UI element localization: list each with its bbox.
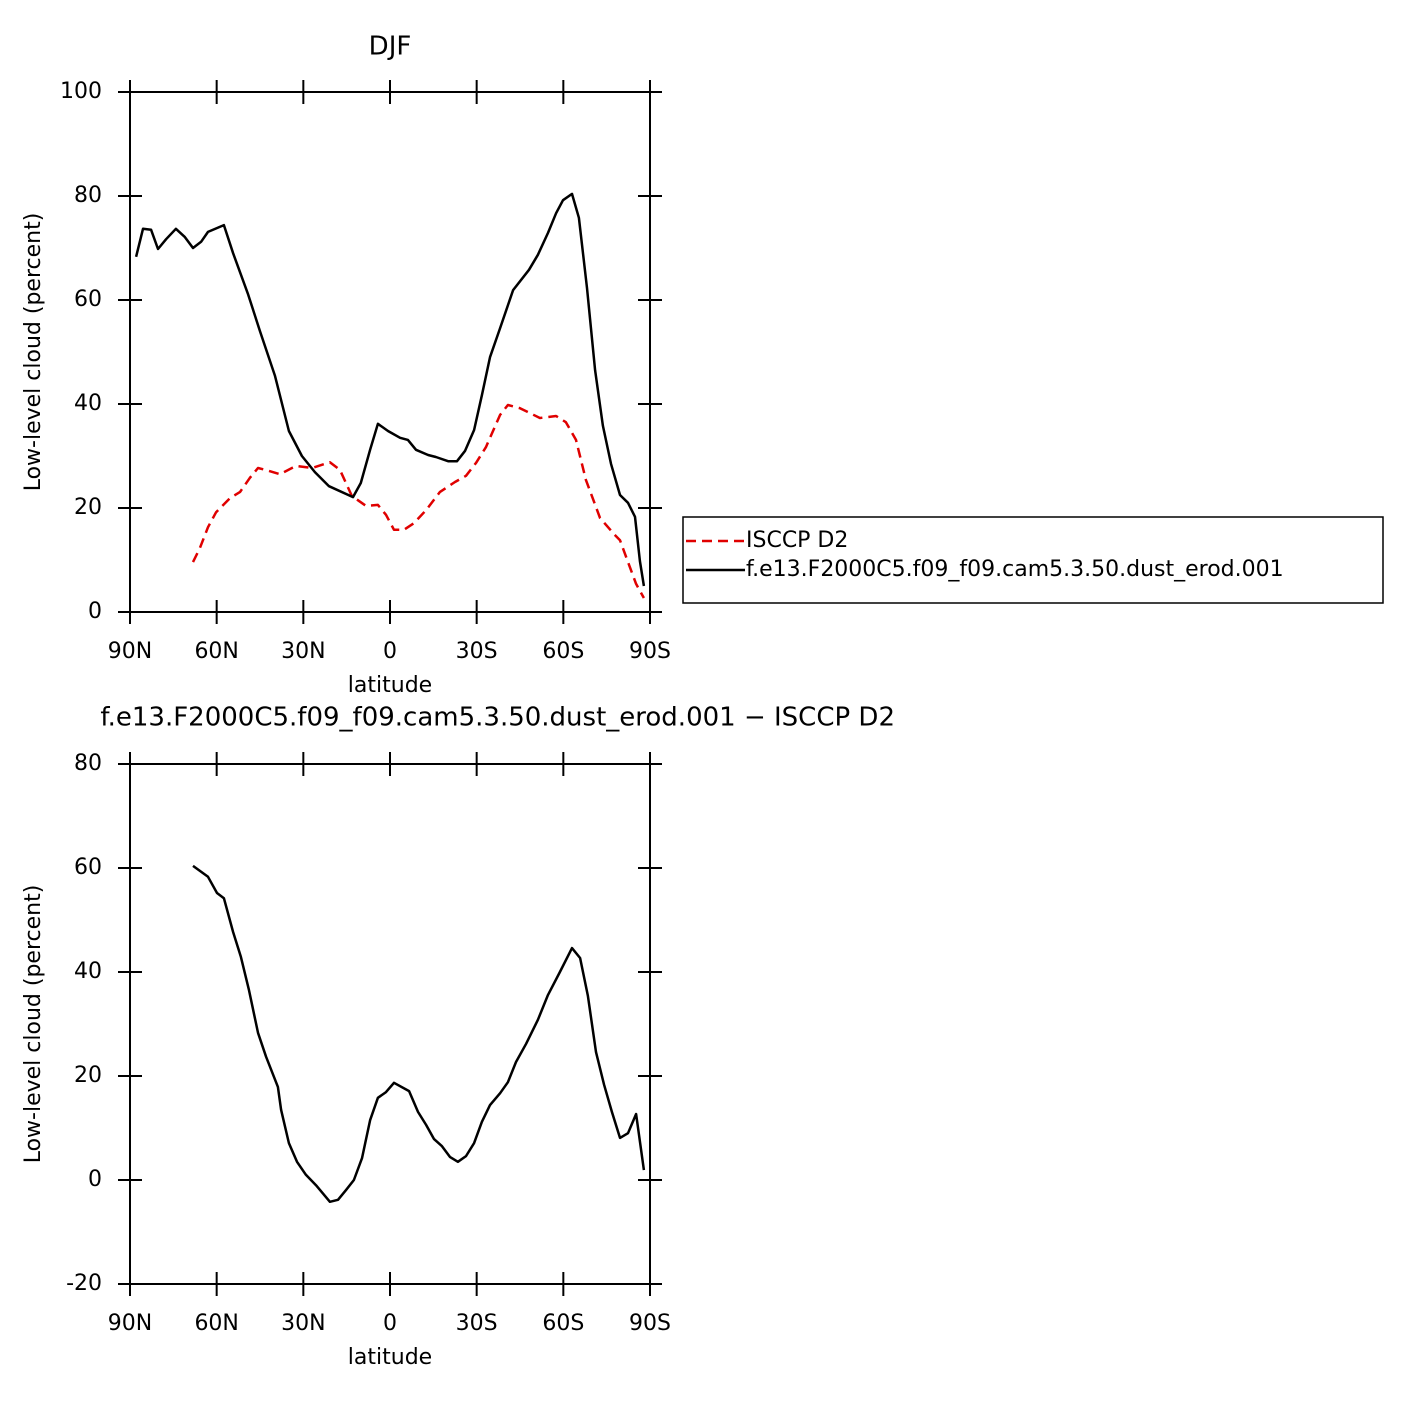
y-tick-label: 40 [74, 391, 102, 416]
y-tick-label: 100 [60, 79, 102, 104]
y-tick-label: 20 [74, 495, 102, 520]
x-tick-label: 90S [629, 1311, 671, 1336]
legend-box [682, 516, 1384, 604]
y-tick-label: 80 [74, 183, 102, 208]
y-tick-label: 60 [74, 287, 102, 312]
x-axis-label: latitude [348, 673, 432, 698]
x-tick-label: 60S [542, 639, 584, 664]
legend-label: ISCCP D2 [746, 528, 848, 553]
y-tick-label: 80 [74, 751, 102, 776]
y-tick-label: 20 [74, 1063, 102, 1088]
chart-title: f.e13.F2000C5.f09_f09.cam5.3.50.dust_ero… [100, 703, 895, 733]
y-axis-label: Low-level cloud (percent) [21, 885, 46, 1164]
x-tick-label: 30N [281, 639, 325, 664]
x-axis-label: latitude [348, 1345, 432, 1370]
x-tick-label: 90S [629, 639, 671, 664]
chart-title: DJF [369, 32, 412, 62]
x-tick-label: 90N [108, 1311, 152, 1336]
data-line [192, 864, 646, 1204]
y-tick-label: 40 [74, 959, 102, 984]
y-tick-label: 0 [88, 599, 102, 624]
y-tick-label: 0 [88, 1167, 102, 1192]
x-tick-label: 30S [456, 639, 498, 664]
y-tick-label: 60 [74, 855, 102, 880]
legend-label: f.e13.F2000C5.f09_f09.cam5.3.50.dust_ero… [746, 557, 1284, 582]
x-tick-label: 30S [456, 1311, 498, 1336]
x-tick-label: 0 [383, 639, 397, 664]
y-axis-label: Low-level cloud (percent) [21, 213, 46, 492]
y-tick-label: -20 [66, 1271, 102, 1296]
x-tick-label: 60N [194, 1311, 238, 1336]
data-line [191, 403, 645, 599]
plot-frame [129, 763, 651, 1285]
plot-frame [129, 91, 651, 613]
data-line [134, 192, 646, 587]
legend: ISCCP D2 f.e13.F2000C5.f09_f09.cam5.3.50.… [682, 516, 1384, 604]
x-tick-label: 30N [281, 1311, 325, 1336]
x-tick-label: 60N [194, 639, 238, 664]
x-tick-label: 90N [108, 639, 152, 664]
x-tick-label: 0 [383, 1311, 397, 1336]
x-tick-label: 60S [542, 1311, 584, 1336]
